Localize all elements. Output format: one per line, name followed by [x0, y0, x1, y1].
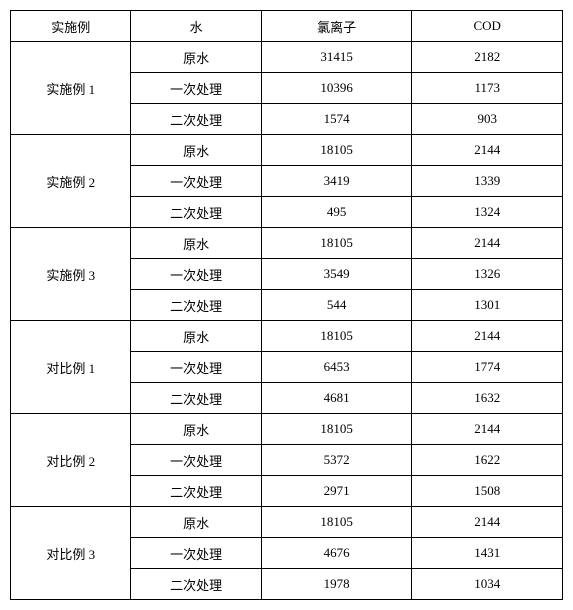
cod-cell: 2144 — [412, 414, 563, 445]
chloride-cell: 4681 — [261, 383, 412, 414]
water-cell: 二次处理 — [131, 383, 261, 414]
cod-cell: 2144 — [412, 228, 563, 259]
cod-cell: 1774 — [412, 352, 563, 383]
water-cell: 二次处理 — [131, 104, 261, 135]
cod-cell: 2144 — [412, 321, 563, 352]
example-name-cell: 实施例 1 — [11, 42, 131, 135]
chloride-cell: 3549 — [261, 259, 412, 290]
header-chloride: 氯离子 — [261, 11, 412, 42]
table-row: 对比例 3 原水 18105 2144 — [11, 507, 563, 538]
chloride-cell: 18105 — [261, 414, 412, 445]
table-row: 实施例 2 原水 18105 2144 — [11, 135, 563, 166]
chloride-cell: 18105 — [261, 228, 412, 259]
header-example: 实施例 — [11, 11, 131, 42]
example-name-cell: 对比例 3 — [11, 507, 131, 600]
table-row: 实施例 3 原水 18105 2144 — [11, 228, 563, 259]
chloride-cell: 10396 — [261, 73, 412, 104]
water-cell: 一次处理 — [131, 445, 261, 476]
chloride-cell: 6453 — [261, 352, 412, 383]
data-table: 实施例 水 氯离子 COD 实施例 1 原水 31415 2182 一次处理 1… — [10, 10, 563, 600]
table-row: 实施例 1 原水 31415 2182 — [11, 42, 563, 73]
chloride-cell: 3419 — [261, 166, 412, 197]
cod-cell: 1301 — [412, 290, 563, 321]
example-name-cell: 对比例 2 — [11, 414, 131, 507]
water-cell: 一次处理 — [131, 73, 261, 104]
cod-cell: 1326 — [412, 259, 563, 290]
water-cell: 二次处理 — [131, 197, 261, 228]
header-row: 实施例 水 氯离子 COD — [11, 11, 563, 42]
chloride-cell: 544 — [261, 290, 412, 321]
chloride-cell: 5372 — [261, 445, 412, 476]
table-row: 对比例 2 原水 18105 2144 — [11, 414, 563, 445]
chloride-cell: 18105 — [261, 135, 412, 166]
chloride-cell: 1574 — [261, 104, 412, 135]
table-row: 对比例 1 原水 18105 2144 — [11, 321, 563, 352]
example-name-cell: 对比例 1 — [11, 321, 131, 414]
cod-cell: 1632 — [412, 383, 563, 414]
cod-cell: 1431 — [412, 538, 563, 569]
header-cod: COD — [412, 11, 563, 42]
example-name-cell: 实施例 2 — [11, 135, 131, 228]
table-body: 实施例 1 原水 31415 2182 一次处理 10396 1173 二次处理… — [11, 42, 563, 600]
water-cell: 原水 — [131, 414, 261, 445]
example-name-cell: 实施例 3 — [11, 228, 131, 321]
cod-cell: 2182 — [412, 42, 563, 73]
chloride-cell: 1978 — [261, 569, 412, 600]
chloride-cell: 495 — [261, 197, 412, 228]
water-cell: 原水 — [131, 42, 261, 73]
water-cell: 二次处理 — [131, 569, 261, 600]
chloride-cell: 18105 — [261, 507, 412, 538]
cod-cell: 2144 — [412, 507, 563, 538]
header-water: 水 — [131, 11, 261, 42]
chloride-cell: 31415 — [261, 42, 412, 73]
cod-cell: 1339 — [412, 166, 563, 197]
chloride-cell: 2971 — [261, 476, 412, 507]
chloride-cell: 4676 — [261, 538, 412, 569]
chloride-cell: 18105 — [261, 321, 412, 352]
water-cell: 一次处理 — [131, 259, 261, 290]
cod-cell: 1508 — [412, 476, 563, 507]
water-cell: 一次处理 — [131, 166, 261, 197]
water-cell: 二次处理 — [131, 476, 261, 507]
cod-cell: 2144 — [412, 135, 563, 166]
water-cell: 一次处理 — [131, 352, 261, 383]
cod-cell: 1622 — [412, 445, 563, 476]
cod-cell: 1173 — [412, 73, 563, 104]
water-cell: 原水 — [131, 135, 261, 166]
water-cell: 一次处理 — [131, 538, 261, 569]
water-cell: 原水 — [131, 507, 261, 538]
cod-cell: 1034 — [412, 569, 563, 600]
cod-cell: 903 — [412, 104, 563, 135]
water-cell: 原水 — [131, 228, 261, 259]
water-cell: 原水 — [131, 321, 261, 352]
water-cell: 二次处理 — [131, 290, 261, 321]
cod-cell: 1324 — [412, 197, 563, 228]
